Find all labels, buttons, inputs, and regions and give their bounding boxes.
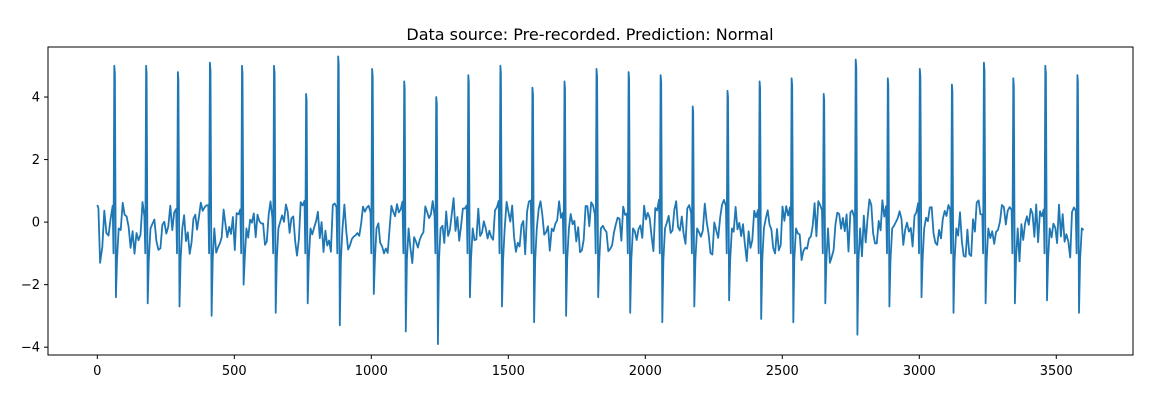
x-tick-label: 2500 (766, 364, 799, 379)
y-tick-label: −2 (21, 278, 40, 293)
x-tick-label: 3000 (903, 364, 936, 379)
x-tick-label: 3500 (1040, 364, 1073, 379)
x-tick-label: 500 (222, 364, 247, 379)
y-tick-label: 4 (32, 91, 40, 106)
ecg-series-line (96, 55, 1085, 345)
x-tick-label: 2000 (629, 364, 662, 379)
x-axis: 0 500 1000 1500 2000 2500 3000 3500 (93, 355, 1073, 379)
x-tick-label: 0 (93, 364, 101, 379)
y-tick-label: 0 (32, 216, 40, 231)
chart-title: Data source: Pre-recorded. Prediction: N… (406, 25, 773, 44)
y-tick-label: −4 (21, 341, 40, 356)
x-tick-label: 1000 (355, 364, 388, 379)
plot-frame (47, 46, 1134, 356)
plot-area (96, 55, 1085, 345)
y-axis: −4 −2 0 2 4 (21, 91, 48, 356)
x-tick-label: 1500 (492, 364, 525, 379)
y-tick-label: 2 (32, 153, 40, 168)
